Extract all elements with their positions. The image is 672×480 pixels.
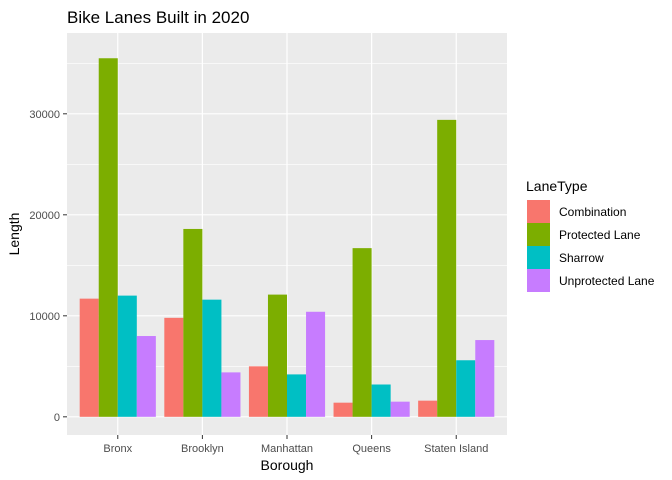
x-axis: Bronx Brooklyn Manhattan Queens Staten Islan…	[103, 435, 488, 455]
x-tick-label: Bronx	[103, 443, 132, 455]
bar-protected-lane-brooklyn	[183, 228, 203, 417]
bar-unprotected-lane-brooklyn	[221, 372, 241, 417]
y-axis: 0 10000 20000 30000	[29, 109, 67, 424]
bars	[79, 58, 495, 417]
legend-key-protected-lane	[527, 223, 550, 246]
legend-label: Unprotected Lane	[559, 274, 655, 288]
x-tick-label: Queens	[352, 443, 391, 455]
legend-key-combination	[527, 200, 550, 223]
bar-combination-brooklyn	[164, 317, 184, 417]
bar-combination-staten-island	[418, 400, 438, 417]
bar-sharrow-brooklyn	[202, 299, 222, 417]
bar-protected-lane-bronx	[98, 58, 118, 417]
bar-unprotected-lane-manhattan	[306, 311, 326, 417]
bar-sharrow-bronx	[117, 295, 137, 417]
x-tick-label: Manhattan	[261, 443, 313, 455]
bar-protected-lane-queens	[352, 248, 372, 417]
bar-combination-queens	[333, 402, 353, 417]
chart-title: Bike Lanes Built in 2020	[67, 8, 249, 27]
legend-label: Combination	[559, 205, 626, 219]
x-tick-label: Staten Island	[424, 443, 488, 455]
bar-protected-lane-manhattan	[267, 294, 287, 417]
legend-key-sharrow	[527, 246, 550, 269]
y-axis-title: Length	[6, 213, 22, 256]
legend-label: Protected Lane	[559, 228, 641, 242]
bar-unprotected-lane-staten-island	[475, 340, 495, 417]
y-tick-label: 10000	[29, 311, 60, 323]
y-tick-label: 30000	[29, 109, 60, 121]
legend-key-unprotected-lane	[527, 269, 550, 292]
bar-combination-manhattan	[248, 366, 268, 417]
bar-unprotected-lane-bronx	[136, 336, 156, 417]
y-tick-label: 20000	[29, 210, 60, 222]
bar-unprotected-lane-queens	[390, 401, 410, 417]
y-tick-label: 0	[54, 412, 60, 424]
x-tick-label: Brooklyn	[181, 443, 224, 455]
bar-protected-lane-staten-island	[437, 119, 457, 417]
bar-sharrow-manhattan	[287, 374, 307, 417]
x-axis-title: Borough	[261, 457, 314, 473]
bar-sharrow-queens	[371, 384, 391, 417]
legend-title: LaneType	[526, 178, 588, 194]
bar-sharrow-staten-island	[456, 360, 476, 417]
legend: LaneType Combination Protected Lane Sharro…	[526, 178, 655, 292]
bar-combination-bronx	[79, 298, 99, 417]
legend-label: Sharrow	[559, 251, 604, 265]
